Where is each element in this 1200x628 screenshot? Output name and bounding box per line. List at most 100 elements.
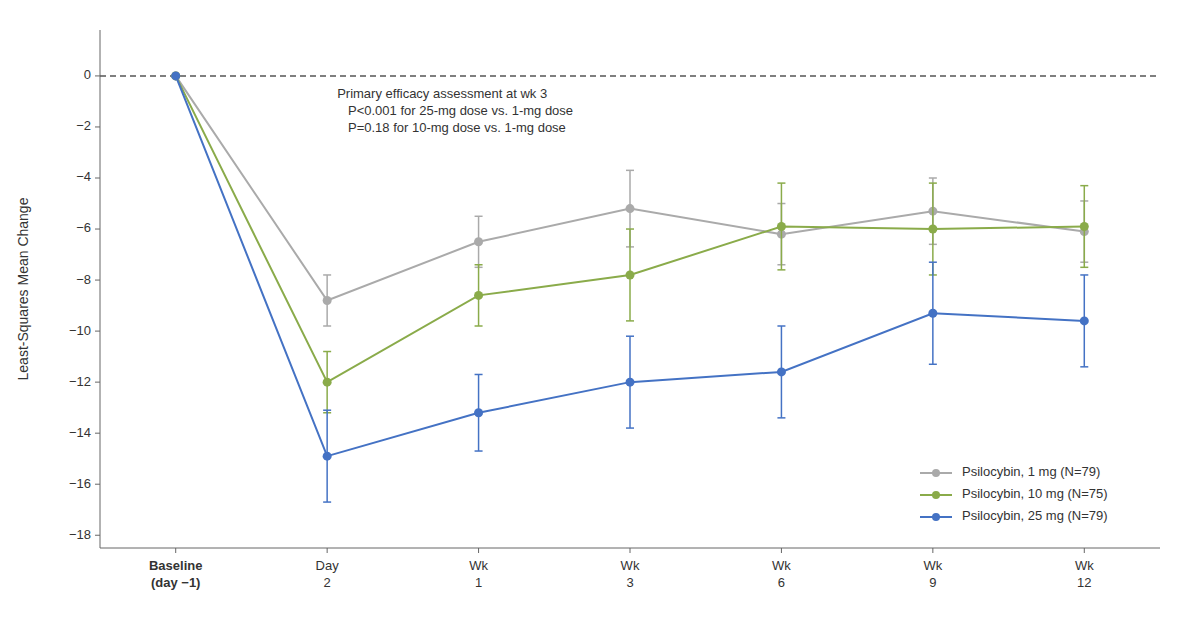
error-bar-cap bbox=[929, 261, 937, 263]
point bbox=[626, 204, 635, 213]
x-tick bbox=[478, 548, 479, 553]
error-bar bbox=[323, 352, 331, 413]
point bbox=[777, 367, 786, 376]
point bbox=[474, 291, 483, 300]
point bbox=[777, 222, 786, 231]
point bbox=[323, 296, 332, 305]
error-bar-cap bbox=[475, 216, 483, 218]
series bbox=[171, 71, 1089, 502]
error-bar bbox=[1080, 186, 1088, 268]
series-line bbox=[176, 76, 1085, 382]
error-bar bbox=[1080, 275, 1088, 367]
error-bar bbox=[929, 183, 937, 275]
y-tick-label: −2 bbox=[76, 118, 91, 133]
y-tick bbox=[95, 331, 100, 332]
point bbox=[626, 378, 635, 387]
error-bar-cap bbox=[777, 269, 785, 271]
annotation-line: Primary efficacy assessment at wk 3 bbox=[337, 86, 547, 101]
y-axis-label: Least-Squares Mean Change bbox=[15, 197, 31, 380]
error-bar-cap bbox=[777, 182, 785, 184]
point bbox=[928, 309, 937, 318]
error-bar bbox=[475, 216, 483, 267]
error-bar-cap bbox=[323, 409, 331, 411]
x-tick-label-line: 9 bbox=[929, 575, 936, 590]
chart: 0−2−4−6−8−10−12−14−16−18Least-Squares Me… bbox=[0, 0, 1200, 628]
point bbox=[474, 237, 483, 246]
x-tick-label-line: 1 bbox=[475, 575, 482, 590]
x-tick-label-line: Day bbox=[316, 558, 340, 573]
error-bar-cap bbox=[929, 182, 937, 184]
error-bar-cap bbox=[475, 450, 483, 452]
x-tick-label: Baseline (day −1) bbox=[149, 558, 202, 590]
legend-swatch-marker bbox=[932, 491, 940, 499]
error-bar-cap bbox=[323, 325, 331, 327]
error-bar bbox=[475, 265, 483, 326]
error-bar-cap bbox=[777, 417, 785, 419]
y-tick-label: −4 bbox=[76, 169, 91, 184]
y-tick-label: −6 bbox=[76, 220, 91, 235]
x-tick bbox=[781, 548, 782, 553]
x-tick-label-line: Wk bbox=[772, 558, 791, 573]
x-tick-label-line: Wk bbox=[621, 558, 640, 573]
error-bar bbox=[323, 275, 331, 326]
series-line bbox=[176, 76, 1085, 456]
error-bar-cap bbox=[323, 274, 331, 276]
error-bar bbox=[929, 262, 937, 364]
error-bar bbox=[777, 326, 785, 418]
series bbox=[171, 71, 1089, 326]
error-bar-cap bbox=[323, 351, 331, 353]
point bbox=[171, 71, 180, 80]
y-tick-label: −14 bbox=[69, 425, 91, 440]
x-tick bbox=[327, 548, 328, 553]
x-tick-label-line: Wk bbox=[1075, 558, 1094, 573]
x-tick-label: Wk9 bbox=[923, 558, 942, 590]
y-tick-label: −12 bbox=[69, 374, 91, 389]
x-tick-label-line: (day −1) bbox=[151, 575, 201, 590]
x-tick-label-line: 12 bbox=[1077, 575, 1091, 590]
error-bar bbox=[626, 336, 634, 428]
x-tick-label: Wk 1 bbox=[469, 558, 488, 590]
x-tick-label-line: 2 bbox=[324, 575, 331, 590]
error-bar-cap bbox=[929, 177, 937, 179]
error-bar-cap bbox=[626, 427, 634, 429]
error-bar-cap bbox=[626, 335, 634, 337]
point bbox=[626, 270, 635, 279]
x-tick-label-line: Wk bbox=[469, 558, 488, 573]
zero-line bbox=[100, 75, 1160, 77]
error-bar-cap bbox=[1080, 185, 1088, 187]
annotation-line: P<0.001 for 25-mg dose vs. 1-mg dose bbox=[337, 103, 573, 118]
error-bar-cap bbox=[626, 170, 634, 172]
point bbox=[474, 408, 483, 417]
point bbox=[323, 378, 332, 387]
x-tick-label: Day 2 bbox=[316, 558, 340, 590]
y-tick bbox=[95, 433, 100, 434]
error-bar-cap bbox=[1080, 274, 1088, 276]
y-tick-label: −18 bbox=[69, 527, 91, 542]
y-tick-label: −8 bbox=[76, 272, 91, 287]
x-tick-label: Wk6 bbox=[772, 558, 791, 590]
annotation: Primary efficacy assessment at wk 3 P<0.… bbox=[337, 86, 573, 135]
y-tick bbox=[95, 382, 100, 383]
plot-marks bbox=[171, 71, 1089, 502]
y-tick bbox=[95, 229, 100, 230]
point bbox=[323, 452, 332, 461]
point bbox=[171, 71, 180, 80]
legend-label: Psilocybin, 10 mg (N=75) bbox=[962, 486, 1108, 501]
annotation-line: P=0.18 for 10-mg dose vs. 1-mg dose bbox=[337, 120, 566, 135]
x-tick-label: Wk 3 bbox=[621, 558, 640, 590]
x-tick-label-line: 3 bbox=[626, 575, 633, 590]
error-bar bbox=[475, 374, 483, 451]
x-tick-label-line: Baseline bbox=[149, 558, 202, 573]
legend-swatch-marker bbox=[932, 513, 940, 521]
y-tick bbox=[95, 280, 100, 281]
legend-swatch-marker bbox=[932, 469, 940, 477]
legend-label: Psilocybin, 25 mg (N=79) bbox=[962, 508, 1108, 523]
point bbox=[928, 225, 937, 234]
y-tick bbox=[95, 126, 100, 127]
error-bar-cap bbox=[475, 374, 483, 376]
error-bar-cap bbox=[626, 320, 634, 322]
error-bar bbox=[626, 229, 634, 321]
error-bar-cap bbox=[323, 501, 331, 503]
x-tick bbox=[630, 548, 631, 553]
y-tick-label: −16 bbox=[69, 476, 91, 491]
